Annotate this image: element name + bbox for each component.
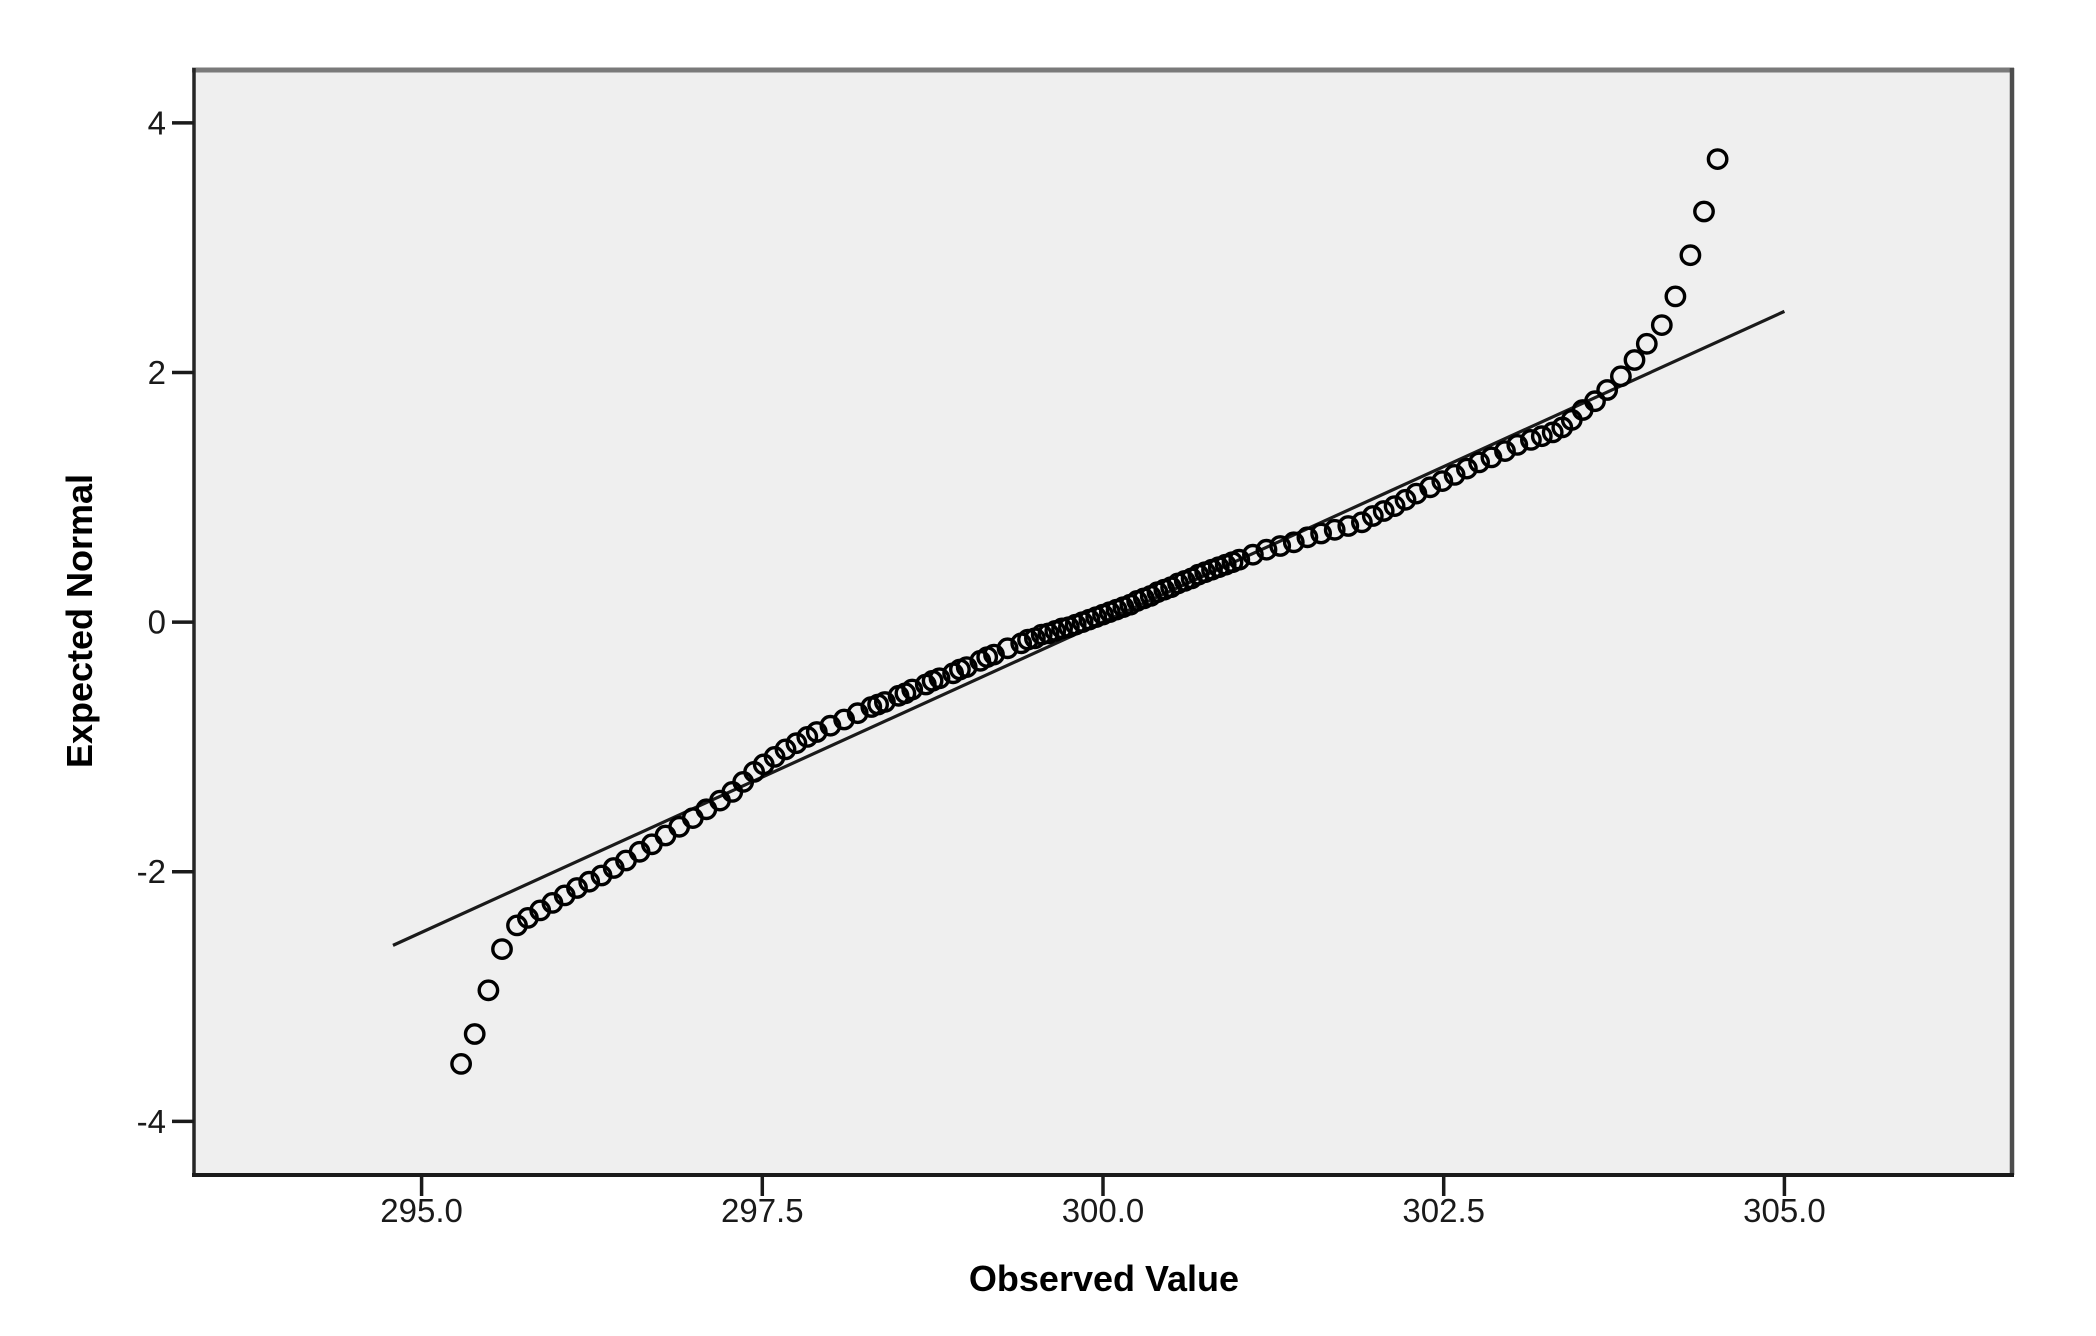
qq-point xyxy=(867,693,889,716)
qq-point xyxy=(1030,623,1053,646)
qq-point xyxy=(1098,601,1121,623)
qq-point xyxy=(1361,505,1384,527)
qq-point xyxy=(1706,148,1729,171)
qq-point xyxy=(1584,390,1606,413)
qq-point xyxy=(1372,500,1395,522)
y-axis-title: Expected Normal xyxy=(59,474,100,768)
qq-point xyxy=(1456,457,1478,480)
qq-point xyxy=(1017,628,1039,651)
qq-point xyxy=(1126,590,1149,612)
qq-point xyxy=(450,1053,472,1075)
data-points xyxy=(450,148,1729,1075)
qq-point xyxy=(976,646,999,668)
qq-point xyxy=(921,669,944,692)
qq-point xyxy=(894,682,917,705)
x-tick-label: 302.5 xyxy=(1402,1192,1485,1229)
y-tick-label: 4 xyxy=(148,104,166,141)
qq-point xyxy=(1635,332,1658,355)
y-tick-label: 0 xyxy=(148,604,166,641)
qq-point xyxy=(1194,561,1217,584)
qq-point xyxy=(1664,285,1687,308)
x-tick-label: 300.0 xyxy=(1062,1192,1145,1229)
qq-point xyxy=(566,877,588,899)
qq-point xyxy=(1610,365,1632,388)
y-tick-label: -4 xyxy=(137,1103,166,1140)
qq-point xyxy=(1623,349,1646,371)
qq-point xyxy=(1679,244,1702,267)
qq-point xyxy=(1394,488,1417,511)
x-axis-title: Observed Value xyxy=(969,1258,1239,1299)
qq-point xyxy=(1494,440,1516,462)
qq-point xyxy=(1530,425,1553,448)
qq-point xyxy=(1296,526,1319,549)
qq-point xyxy=(1282,531,1305,554)
qq-point xyxy=(1323,518,1346,541)
qq-point xyxy=(1351,511,1373,534)
x-tick-label: 297.5 xyxy=(721,1192,804,1229)
qq-point xyxy=(463,1023,486,1045)
qq-point xyxy=(1419,476,1442,499)
qq-point xyxy=(1071,611,1094,633)
qq-point xyxy=(1693,200,1715,223)
qq-point xyxy=(949,658,971,681)
y-tick-label: 2 xyxy=(148,354,166,391)
qq-point xyxy=(1468,451,1491,474)
qq-point xyxy=(1255,538,1278,561)
qq-point xyxy=(774,738,797,761)
qq-point xyxy=(1167,572,1189,595)
qq-point xyxy=(1207,556,1230,579)
x-tick-label: 295.0 xyxy=(380,1192,463,1229)
qq-point xyxy=(1383,495,1406,517)
qq-point xyxy=(1520,428,1542,451)
qq-point xyxy=(1310,522,1333,545)
qq-point xyxy=(578,870,601,893)
qq-point xyxy=(1044,620,1067,642)
qq-point xyxy=(1337,515,1360,537)
qq-point xyxy=(1242,543,1264,566)
y-tick-label: -2 xyxy=(137,853,166,890)
qq-point xyxy=(1221,551,1244,574)
qq-point xyxy=(477,979,500,1002)
qq-point xyxy=(1085,606,1108,628)
qq-point xyxy=(996,637,1019,660)
qq-point xyxy=(1506,433,1529,456)
y-axis-ticks: 4 2 0 -2 -4 xyxy=(137,104,194,1140)
qq-point xyxy=(785,732,808,755)
x-tick-label: 305.0 xyxy=(1743,1192,1826,1229)
qq-point xyxy=(1058,616,1080,638)
qq-point xyxy=(1431,470,1454,492)
qq-point xyxy=(491,938,513,960)
qq-point xyxy=(1269,535,1292,557)
x-axis-ticks: 295.0 297.5 300.0 302.5 305.0 xyxy=(380,1175,1826,1229)
qq-point xyxy=(1443,463,1466,486)
qq-point xyxy=(1650,314,1673,336)
qq-point xyxy=(1596,379,1619,401)
